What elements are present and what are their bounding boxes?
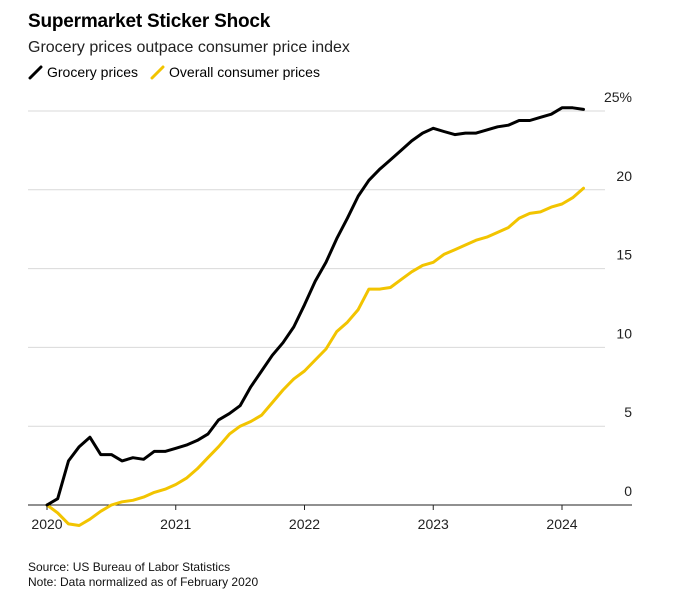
legend-item-overall: Overall consumer prices xyxy=(150,64,320,80)
y-tick-label-5: 5 xyxy=(624,404,632,420)
data-note: Note: Data normalized as of February 202… xyxy=(28,575,259,589)
legend-swatch-overall-icon xyxy=(150,65,165,80)
x-tick-label-2020: 2020 xyxy=(31,516,62,532)
legend-item-grocery: Grocery prices xyxy=(28,64,138,80)
x-tick-label-2021: 2021 xyxy=(160,516,191,532)
chart-subtitle: Grocery prices outpace consumer price in… xyxy=(28,39,350,56)
x-tick-label-2022: 2022 xyxy=(289,516,320,532)
tick-labels: 0 5 10 15 20 25% 2020 2021 2022 2023 2024 xyxy=(31,89,632,532)
chart-legend: Grocery prices Overall consumer prices xyxy=(28,64,332,80)
series-lines xyxy=(45,106,585,527)
y-tick-label-20: 20 xyxy=(616,168,632,184)
legend-label-grocery: Grocery prices xyxy=(47,64,139,80)
y-tick-label-25: 25% xyxy=(604,89,632,105)
y-tick-label-10: 10 xyxy=(616,325,632,341)
legend-swatch-grocery-icon xyxy=(28,65,43,80)
series-line-overall-consumer-prices xyxy=(45,186,585,527)
x-tick-label-2023: 2023 xyxy=(418,516,449,532)
series-line-grocery-prices xyxy=(45,106,585,507)
y-tick-label-0: 0 xyxy=(624,483,632,499)
source-note: Source: US Bureau of Labor Statistics xyxy=(28,560,231,574)
y-tick-label-15: 15 xyxy=(616,247,632,263)
chart-title: Supermarket Sticker Shock xyxy=(28,11,271,32)
gridlines xyxy=(28,110,605,427)
x-axis xyxy=(28,504,632,510)
legend-label-overall: Overall consumer prices xyxy=(169,64,320,80)
x-tick-label-2024: 2024 xyxy=(546,516,577,532)
